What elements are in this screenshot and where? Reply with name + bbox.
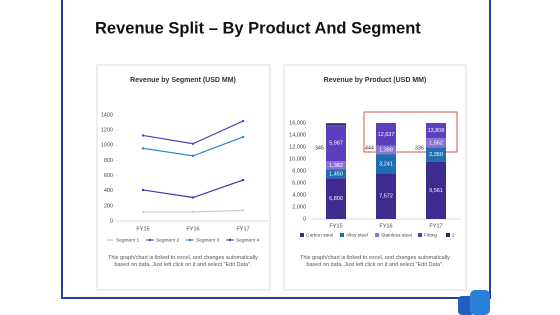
legend-label: Carbon steel <box>306 232 333 238</box>
note: This graph/chart is linked to excel, and… <box>108 255 258 268</box>
legend-label: Fitting <box>424 232 437 238</box>
marker <box>241 178 245 182</box>
legend-swatch <box>418 233 422 237</box>
data-label: 9,561 <box>429 188 443 194</box>
y-tick-label: 0 <box>110 218 113 224</box>
marker <box>191 210 195 214</box>
data-label: 1,450 <box>329 171 343 177</box>
y-tick-label: 1200 <box>101 128 113 134</box>
bar-segment <box>426 147 446 162</box>
x-tick-label: FY17 <box>429 223 442 229</box>
y-tick-label: 6,000 <box>292 180 306 186</box>
plot <box>326 53 446 219</box>
x-tick-label: FY17 <box>236 226 249 232</box>
page-title: Revenue Split – By Product And Segment <box>95 19 421 37</box>
data-label: 5,987 <box>329 141 343 147</box>
legend-swatch <box>148 238 152 242</box>
y-tick-label: 400 <box>104 188 113 194</box>
legend-swatch <box>108 238 112 242</box>
bar-segment <box>326 178 346 219</box>
y-tick-label: 16,000 <box>289 120 306 126</box>
marker <box>241 119 245 123</box>
marker <box>191 196 195 199</box>
decor <box>470 290 490 315</box>
legend-swatch <box>375 233 379 237</box>
data-label: 1,562 <box>429 140 443 146</box>
data-label: 444 <box>365 145 374 151</box>
legend-swatch <box>300 233 304 237</box>
legend-swatch <box>340 233 344 237</box>
data-label: 345 <box>315 145 324 151</box>
bar-segment <box>326 125 346 162</box>
legend-label: Segment 1 <box>116 237 140 243</box>
legend-label: 2 <box>452 232 455 238</box>
bar-segment <box>326 161 346 170</box>
note: This graph/chart is linked to excel, and… <box>300 255 450 268</box>
legend-label: Segment 4 <box>236 237 260 243</box>
data-label: 1,382 <box>329 163 343 169</box>
y-tick-label: 8,000 <box>292 168 306 174</box>
bar-segment <box>426 123 446 139</box>
bar-segment <box>376 173 396 219</box>
legend-label: Stainless steel <box>381 232 412 238</box>
legend-label: Segment 2 <box>156 237 180 243</box>
y-tick-label: 4,000 <box>292 192 306 198</box>
data-label: 7,572 <box>379 194 393 200</box>
legend-swatch <box>446 233 450 237</box>
y-tick-label: 800 <box>104 158 113 164</box>
y-tick-label: 200 <box>104 203 113 209</box>
y-tick-label: 600 <box>104 173 113 179</box>
y-tick-label: 14,000 <box>289 132 306 138</box>
marker <box>191 154 195 158</box>
legend-label: Alloy steel <box>346 232 368 238</box>
bar-segment <box>376 123 396 146</box>
y-tick-label: 0 <box>303 216 306 222</box>
data-label: 6,800 <box>329 196 343 202</box>
x-tick-label: FY15 <box>329 223 342 229</box>
legend-swatch <box>228 238 232 242</box>
bar-segment <box>426 53 446 55</box>
x-tick-label: FY16 <box>379 223 392 229</box>
data-label: 13,808 <box>428 128 445 134</box>
data-label: 2,350 <box>429 152 443 158</box>
data-label: 12,637 <box>378 132 395 138</box>
x-tick-label: FY16 <box>186 226 199 232</box>
data-label: 336 <box>415 145 424 151</box>
marker <box>141 210 145 214</box>
marker <box>191 142 195 145</box>
marker <box>141 188 145 192</box>
panel <box>96 64 271 291</box>
slide-frame <box>61 0 491 299</box>
data-label: 1,388 <box>379 147 393 153</box>
marker <box>141 147 145 150</box>
marker <box>241 209 245 212</box>
legend-label: Segment 3 <box>196 237 220 243</box>
x-tick-label: FY15 <box>136 226 149 232</box>
bar-segment <box>376 154 396 174</box>
marker <box>141 134 145 137</box>
y-tick-label: 2,000 <box>292 204 306 210</box>
bar-segment <box>426 138 446 148</box>
chart-title: Revenue by Segment (USD MM) <box>130 77 236 84</box>
marker <box>241 135 245 139</box>
bar-segment <box>376 145 396 155</box>
y-tick-label: 12,000 <box>289 144 306 150</box>
y-tick-label: 1000 <box>101 143 113 149</box>
highlight-box <box>363 111 458 153</box>
legend-swatch <box>188 238 192 242</box>
chart-title: Revenue by Product (USD MM) <box>324 77 427 84</box>
bar-segment <box>426 161 446 219</box>
y-tick-label: 1400 <box>101 112 113 118</box>
bar-segment <box>326 169 346 179</box>
bar-segment <box>326 123 346 126</box>
data-label: 3,241 <box>379 161 393 167</box>
y-tick-label: 10,000 <box>289 156 306 162</box>
